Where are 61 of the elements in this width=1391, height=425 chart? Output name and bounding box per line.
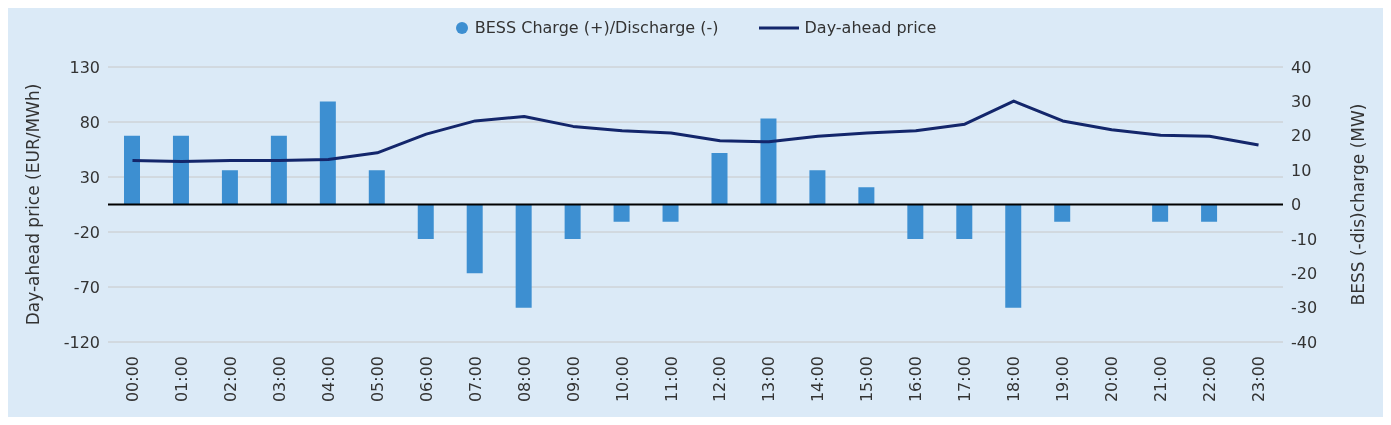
- bar: [760, 118, 777, 205]
- legend-label: BESS Charge (+)/Discharge (-): [473, 18, 719, 37]
- x-tick-label: 09:00: [563, 356, 583, 403]
- bar: [1005, 204, 1022, 308]
- bar: [809, 170, 826, 205]
- y2-tick-label: 40: [1291, 57, 1312, 77]
- x-tick-label: 05:00: [367, 356, 387, 403]
- bar: [956, 204, 973, 239]
- y-tick-label: 80: [79, 112, 100, 132]
- x-tick-label: 13:00: [759, 356, 779, 403]
- y2-tick-label: -20: [1291, 263, 1318, 283]
- bar: [564, 204, 581, 239]
- y-tick-label: 30: [79, 167, 100, 187]
- bar: [124, 135, 140, 205]
- line-series: [130, 99, 1261, 164]
- x-tick-label: 10:00: [612, 356, 632, 403]
- bar: [319, 101, 336, 205]
- legend-label: Day-ahead price: [803, 18, 937, 37]
- x-tick-label: 01:00: [171, 356, 191, 403]
- y-tick-label: -120: [63, 332, 100, 352]
- y-tick-label: -20: [73, 222, 100, 242]
- x-tick-label: 15:00: [857, 356, 877, 403]
- x-tick-label: 18:00: [1004, 356, 1024, 403]
- bar: [270, 135, 287, 205]
- y2-tick-label: 30: [1291, 92, 1312, 112]
- bar: [221, 170, 238, 205]
- x-tick-label: 07:00: [465, 356, 485, 403]
- y2-tick-label: -40: [1291, 332, 1318, 352]
- x-tick-label: 22:00: [1200, 356, 1220, 403]
- x-tick-label: 17:00: [955, 356, 975, 403]
- bar: [711, 152, 728, 205]
- y-tick-label: 130: [69, 57, 100, 77]
- y2-axis-title: BESS (-dis)charge (MW): [1348, 103, 1369, 306]
- x-tick-label: 20:00: [1102, 356, 1122, 403]
- y2-tick-label: -10: [1291, 229, 1318, 249]
- y2-tick-label: 20: [1291, 126, 1312, 146]
- x-tick-label: 12:00: [710, 356, 730, 403]
- bar: [515, 204, 532, 308]
- x-tick-label: 23:00: [1249, 356, 1269, 403]
- x-tick-label: 04:00: [318, 356, 338, 403]
- x-tick-label: 16:00: [906, 356, 926, 403]
- bar: [907, 204, 924, 239]
- x-tick-label: 14:00: [808, 356, 828, 403]
- y-tick-label: -70: [73, 277, 100, 297]
- y2-tick-label: 10: [1291, 160, 1312, 180]
- x-tick-label: 19:00: [1053, 356, 1073, 403]
- bar: [417, 204, 434, 239]
- x-tick-label: 06:00: [416, 356, 436, 403]
- y2-tick-label: 0: [1291, 195, 1302, 215]
- bar: [466, 204, 483, 274]
- y2-tick-label: -30: [1291, 298, 1318, 318]
- x-tick-label: 03:00: [269, 356, 289, 403]
- x-tick-label: 11:00: [661, 356, 681, 403]
- x-tick-label: 08:00: [514, 356, 534, 403]
- x-tick-label: 00:00: [122, 356, 142, 403]
- bar: [368, 170, 385, 205]
- y-axis-title: Day-ahead price (EUR/MWh): [23, 83, 44, 326]
- x-tick-label: 02:00: [220, 356, 240, 403]
- bar: [172, 135, 189, 205]
- bar: [858, 187, 875, 205]
- x-tick-label: 21:00: [1151, 356, 1171, 403]
